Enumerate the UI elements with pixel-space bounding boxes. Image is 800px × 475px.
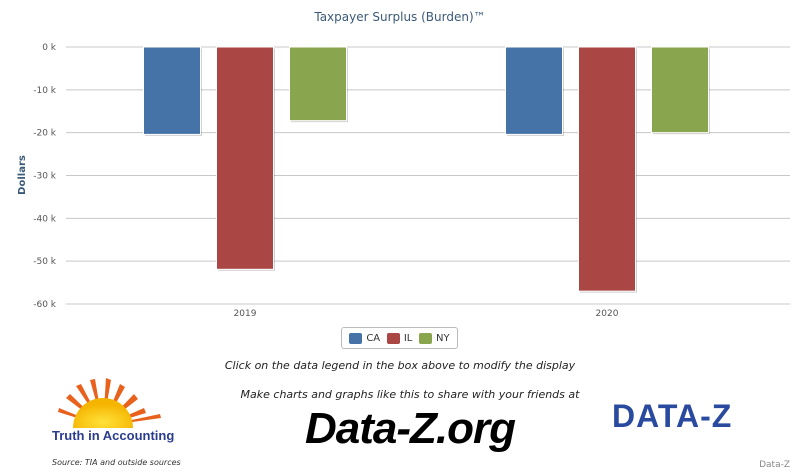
legend-label: CA [366,332,381,344]
y-axis-label: Dollars [17,155,28,195]
promo-text: Make charts and graphs like this to shar… [240,388,580,401]
source-note: Source: TIA and outside sources [52,458,181,467]
y-tick-label: -20 k [33,129,57,139]
legend-item-il[interactable]: IL [386,332,413,344]
tia-logo-text: Truth in Accounting [52,428,175,443]
site-name[interactable]: Data-Z.org [305,404,516,453]
y-tick-label: -60 k [33,300,57,310]
legend-item-ny[interactable]: NY [419,332,450,344]
bar-ca-2019[interactable] [143,46,201,135]
y-tick-label: -10 k [33,86,57,96]
x-ticks: 2019 2020 [234,309,619,319]
sun-logo-icon [58,378,161,428]
y-tick-label: 0 k [42,43,57,53]
legend-item-ca[interactable]: CA [349,332,381,344]
bar-il-2019[interactable] [216,46,274,270]
y-tick-label: -50 k [33,257,57,267]
legend-label: IL [403,332,413,344]
legend-swatch [419,332,433,344]
bar-il-2020[interactable] [578,46,636,292]
chart-title: Taxpayer Surplus (Burden)™ [313,10,485,24]
bar-ny-2020[interactable] [651,46,709,134]
legend-swatch [349,332,363,344]
bars [143,46,710,293]
chart-credit[interactable]: Data-Z [759,460,790,470]
legend: CA IL NY [341,327,458,349]
y-tick-label: -30 k [33,172,57,182]
bar-ca-2020[interactable] [505,46,563,135]
legend-swatch [386,332,400,344]
x-tick-label: 2020 [596,309,619,319]
y-tick-label: -40 k [33,214,57,224]
legend-hint: Click on the data legend in the box abov… [224,359,576,372]
bar-ny-2019[interactable] [289,46,347,122]
legend-label: NY [436,332,450,344]
data-z-logo: DATA-Z [612,398,733,434]
x-tick-label: 2019 [234,309,257,319]
chart: Taxpayer Surplus (Burden)™ Dollars 0 k -1… [17,10,790,319]
